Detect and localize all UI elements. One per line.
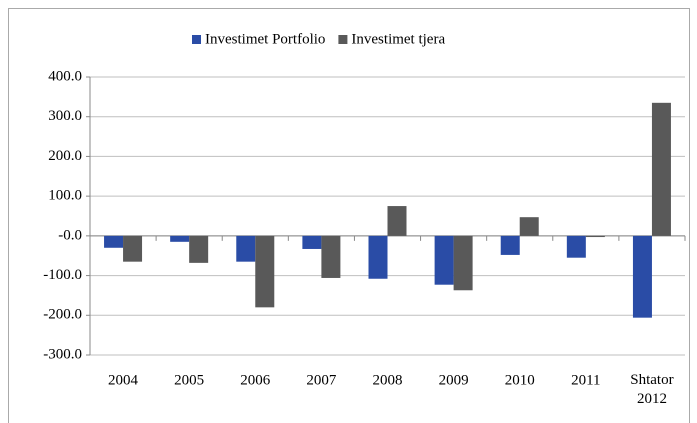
- x-tick-label: 2007: [306, 372, 337, 388]
- legend-swatch: [338, 35, 348, 44]
- x-tick-label: 2008: [373, 372, 403, 388]
- chart-border: [8, 8, 690, 423]
- bar: [302, 235, 322, 249]
- bar: [651, 102, 671, 236]
- y-tick-label: 100.0: [48, 188, 82, 204]
- x-tick-label: 2004: [108, 372, 139, 388]
- bar: [434, 235, 454, 285]
- bar: [566, 235, 586, 258]
- x-tick-label: 2010: [505, 372, 535, 388]
- y-tick-label: -100.0: [43, 267, 82, 283]
- bar: [189, 235, 209, 263]
- x-tick-label: 2006: [240, 372, 271, 388]
- bar: [500, 235, 520, 255]
- bar: [321, 235, 341, 278]
- x-tick-label: 2011: [571, 372, 600, 388]
- x-tick-label: 2009: [439, 372, 469, 388]
- y-tick-label: 300.0: [48, 108, 82, 124]
- y-tick-label: -0.0: [58, 227, 82, 243]
- legend-swatch: [192, 35, 201, 44]
- bar: [170, 235, 190, 242]
- y-tick-label: -200.0: [43, 307, 82, 323]
- bar: [123, 235, 143, 262]
- bar: [104, 235, 124, 248]
- bar: [453, 235, 473, 291]
- bar: [255, 235, 275, 308]
- y-tick-label: -300.0: [43, 346, 82, 362]
- bar: [236, 235, 256, 262]
- bar: [585, 235, 605, 238]
- bar: [368, 235, 388, 279]
- bar: [519, 217, 539, 236]
- legend-label: Investimet Portfolio: [205, 31, 325, 47]
- legend-label: Investimet tjera: [351, 31, 445, 47]
- bar: [632, 235, 652, 318]
- bar: [387, 206, 407, 236]
- y-tick-label: 400.0: [48, 68, 82, 84]
- x-tick-label: 2005: [174, 372, 204, 388]
- x-tick-label: Shtator 2012: [630, 372, 673, 407]
- y-tick-label: 200.0: [48, 148, 82, 164]
